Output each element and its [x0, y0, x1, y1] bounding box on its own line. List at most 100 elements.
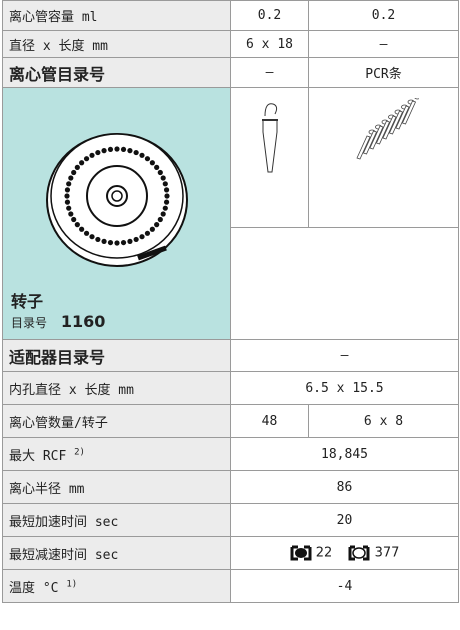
- rotor-hole: [100, 238, 107, 244]
- rotor-hole: [153, 164, 159, 170]
- label: 适配器目录号: [2, 339, 231, 372]
- rotor-hole: [126, 238, 133, 244]
- cell: –: [230, 57, 309, 88]
- rotor-hole: [163, 193, 170, 199]
- row: 最短减速时间 sec 22 377: [2, 536, 459, 570]
- cell: 0.2: [230, 0, 309, 31]
- row: 温度 °C 1) -4: [2, 569, 459, 603]
- row: 离心管容量 ml 0.2 0.2: [2, 0, 459, 31]
- rotor-hole: [83, 156, 89, 162]
- rotor-cell: 转子 目录号 1160: [2, 87, 231, 340]
- rotor-hole: [126, 148, 133, 154]
- tube-lid: [264, 103, 277, 117]
- label: 离心半径 mm: [2, 470, 231, 504]
- rotor-hole: [94, 236, 100, 243]
- catalog-number: 1160: [60, 312, 106, 331]
- value: 22: [315, 545, 333, 561]
- strip-tube: [401, 100, 416, 125]
- rotor-hole: [70, 216, 76, 223]
- cell: –: [308, 30, 459, 58]
- cell: 48: [230, 404, 309, 438]
- rotor-hole: [88, 152, 95, 158]
- strip-tube: [394, 105, 410, 130]
- rotor-hole: [78, 160, 84, 166]
- rotor-hole: [149, 160, 155, 166]
- rotor-hole: [144, 230, 150, 236]
- value: 377: [374, 545, 400, 561]
- rotor-image: [45, 133, 188, 267]
- rotor-hole: [162, 181, 168, 187]
- decel-icon-brake: [290, 545, 312, 561]
- rotor-hole: [120, 239, 126, 246]
- cell: 6.5 x 15.5: [230, 371, 459, 405]
- rotor-catalog: 目录号 1160: [11, 312, 222, 331]
- label: 最短加速时间 sec: [2, 503, 231, 537]
- row: 转子 目录号 1160: [2, 87, 459, 340]
- strip-tube: [375, 120, 390, 145]
- cell: PCR条: [308, 57, 459, 88]
- spec-table: 离心管容量 ml 0.2 0.2 直径 x 长度 mm 6 x 18 – 离心管…: [2, 0, 459, 603]
- rotor-hole: [74, 164, 80, 170]
- cell: –: [230, 339, 459, 372]
- rotor-hole: [70, 169, 76, 176]
- rotor-hole: [113, 146, 120, 152]
- rotor-hole: [113, 240, 120, 246]
- row: 离心半径 mm 86: [2, 470, 459, 504]
- rotor-hole: [144, 156, 150, 162]
- rotor-hole: [67, 175, 73, 181]
- label: 离心管容量 ml: [2, 0, 231, 31]
- rotor-hole: [133, 236, 139, 243]
- rotor-hole: [160, 211, 166, 217]
- row: [3, 227, 459, 340]
- strip-tube: [368, 125, 384, 150]
- cell: 6 x 8: [308, 404, 459, 438]
- rotor-hole: [88, 234, 95, 240]
- rotor-hole: [163, 199, 169, 205]
- rotor-hub-center: [110, 190, 123, 202]
- label: 内孔直径 x 长度 mm: [2, 371, 231, 405]
- row: 内孔直径 x 长度 mm 6.5 x 15.5: [2, 371, 459, 405]
- strip-tube: [362, 130, 377, 155]
- rotor-hole: [78, 226, 84, 232]
- tube-cell: [230, 87, 309, 228]
- rotor-hole: [157, 216, 163, 223]
- cell: -4: [230, 569, 459, 603]
- row: 最大 RCF 2) 18,845: [2, 437, 459, 471]
- label-cell: 最大 RCF 2): [2, 437, 231, 471]
- rotor-hole: [153, 222, 159, 228]
- rotor-hole: [94, 149, 100, 156]
- rotor-hole: [160, 175, 166, 181]
- strip-tube: [388, 110, 403, 135]
- label: 温度 °C: [9, 580, 59, 596]
- decel-icon-free: [348, 545, 370, 561]
- rotor-hole: [65, 181, 71, 187]
- footnote: 2): [74, 447, 85, 458]
- strip-tube: [381, 115, 397, 140]
- strip-cap: [413, 94, 421, 100]
- rotor-hole: [65, 205, 71, 211]
- rotor-hole: [107, 239, 113, 246]
- cell: 18,845: [230, 437, 459, 471]
- row: 适配器目录号 –: [2, 339, 459, 372]
- rotor-title: 转子: [11, 292, 44, 311]
- rotor-band: [136, 245, 167, 261]
- strip-cell: [308, 87, 459, 228]
- rotor-hole: [64, 199, 70, 205]
- rotor-hole: [74, 222, 80, 228]
- cell: 6 x 18: [230, 30, 309, 58]
- strip-tube: [355, 135, 371, 160]
- label: 直径 x 长度 mm: [2, 30, 231, 58]
- label: 最大 RCF: [9, 448, 67, 464]
- rotor-hole: [162, 205, 168, 211]
- rotor-hole: [83, 230, 89, 236]
- rotor-hole: [133, 149, 139, 156]
- cell: 20: [230, 503, 459, 537]
- rotor-hole: [138, 152, 145, 158]
- label: 最短减速时间 sec: [2, 536, 231, 570]
- tube-icon: [261, 103, 278, 173]
- label: 离心管数量/转子: [2, 404, 231, 438]
- row: 离心管目录号 – PCR条: [2, 57, 459, 88]
- row: 最短加速时间 sec 20: [2, 503, 459, 537]
- rotor-hole: [157, 169, 163, 176]
